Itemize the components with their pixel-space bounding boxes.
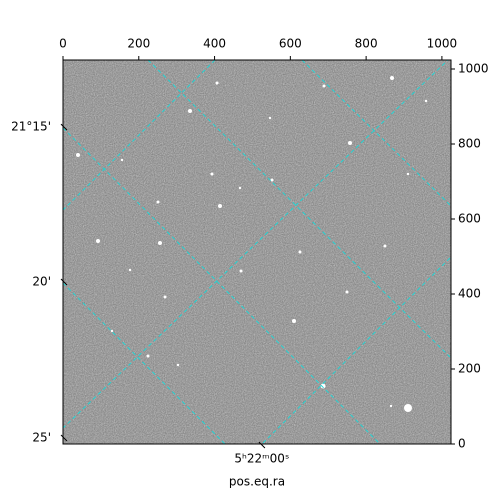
y-tick-label: 200 [458,362,481,376]
axes-frame [62,59,452,445]
x-tick-label: 0 [59,37,67,51]
x-tick-label: 200 [127,37,150,51]
y-tick-label: 600 [458,212,481,226]
world-grid [63,60,451,444]
y-tick-label: 800 [458,137,481,151]
x-tick-label: 800 [355,37,378,51]
world-x-tick [258,441,266,449]
world-y-tick-label: 25' [32,431,51,445]
y-tick-label: 400 [458,287,481,301]
world-x-tick-label: 5ʰ22ᵐ00ˢ [234,452,289,466]
x-axis-label: pos.eq.ra [229,475,285,489]
world-y-tick-label: 21°15' [11,120,51,134]
world-y-tick-label: 20' [32,275,51,289]
stars [76,76,428,412]
world-y-tick [60,278,68,286]
y-tick-label: 0 [458,437,466,451]
y-tick-label: 1000 [458,62,489,76]
x-tick-label: 400 [203,37,226,51]
image-noise [63,60,451,444]
x-tick-label: 600 [279,37,302,51]
x-tick-label: 1000 [427,37,458,51]
world-y-tick [60,123,68,131]
world-y-tick [60,434,68,442]
